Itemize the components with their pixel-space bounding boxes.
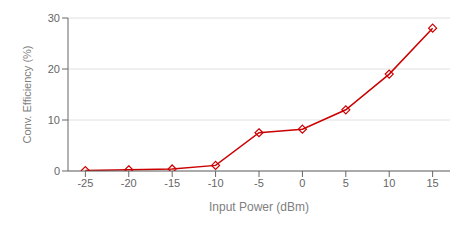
svg-text:20: 20 <box>48 63 60 75</box>
svg-text:-15: -15 <box>164 177 180 189</box>
svg-text:10: 10 <box>383 177 395 189</box>
svg-text:-10: -10 <box>208 177 224 189</box>
svg-text:Conv. Efficiency (%): Conv. Efficiency (%) <box>21 45 33 143</box>
svg-text:10: 10 <box>48 114 60 126</box>
svg-text:-5: -5 <box>254 177 264 189</box>
svg-text:Input Power (dBm): Input Power (dBm) <box>209 200 309 214</box>
svg-text:5: 5 <box>343 177 349 189</box>
svg-text:0: 0 <box>299 177 305 189</box>
svg-text:15: 15 <box>427 177 439 189</box>
svg-text:-25: -25 <box>77 177 93 189</box>
svg-text:0: 0 <box>54 165 60 177</box>
svg-text:-20: -20 <box>121 177 137 189</box>
svg-text:30: 30 <box>48 12 60 24</box>
